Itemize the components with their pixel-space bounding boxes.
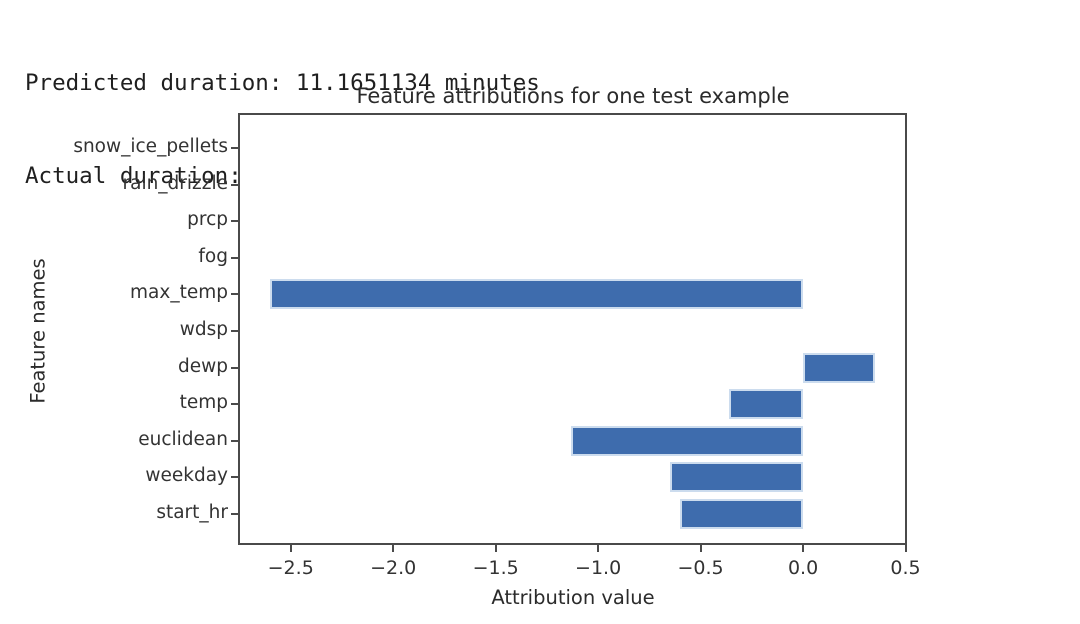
y-tick-label: start_hr: [156, 502, 228, 523]
bar: [571, 425, 804, 456]
x-tick-label: −1.5: [472, 557, 519, 579]
y-tick-mark: [231, 256, 238, 259]
y-tick-label: max_temp: [130, 282, 228, 304]
bar: [729, 389, 804, 420]
x-tick-mark: [392, 545, 395, 552]
x-tick-mark: [904, 545, 907, 552]
x-tick-label: 0.5: [890, 557, 921, 579]
y-tick-mark: [231, 476, 238, 479]
y-tick-mark: [231, 439, 238, 442]
x-tick-mark: [802, 545, 805, 552]
x-tick-label: −2.5: [267, 557, 314, 579]
y-tick-label: prcp: [187, 209, 228, 231]
y-tick-label: dewp: [178, 355, 228, 377]
bar: [680, 499, 804, 529]
y-tick-label: fog: [198, 245, 228, 267]
x-tick-label: −0.5: [677, 557, 724, 579]
x-tick-mark: [597, 545, 600, 552]
y-tick-label: weekday: [145, 465, 228, 487]
y-tick-mark: [231, 513, 238, 515]
x-tick-label: 0.0: [787, 557, 819, 579]
y-tick-mark: [231, 293, 238, 296]
bar: [803, 352, 875, 383]
chart-title: Feature attributions for one test exampl…: [356, 84, 790, 108]
x-tick-mark: [699, 545, 702, 552]
x-tick-mark: [494, 545, 497, 552]
x-axis-label: Attribution value: [491, 586, 655, 609]
y-tick-mark: [231, 403, 238, 406]
y-tick-mark: [231, 330, 238, 332]
y-tick-mark: [231, 147, 238, 149]
y-tick-label: wdsp: [179, 319, 228, 340]
bar: [669, 462, 804, 493]
stdout-line-predicted-duration: Predicted duration: 11.1651134 minutes: [25, 70, 540, 96]
y-tick-mark: [231, 183, 238, 186]
y-tick-label: euclidean: [138, 428, 228, 450]
bar: [270, 279, 804, 310]
x-tick-label: −2.0: [370, 557, 417, 579]
y-tick-label: rain_drizzle: [122, 172, 229, 194]
y-tick-mark: [231, 366, 238, 369]
x-tick-label: −1.0: [575, 557, 622, 579]
y-tick-mark: [231, 220, 238, 223]
y-tick-label: temp: [179, 392, 228, 414]
y-tick-label: snow_ice_pellets: [73, 136, 228, 157]
x-tick-mark: [289, 545, 292, 552]
